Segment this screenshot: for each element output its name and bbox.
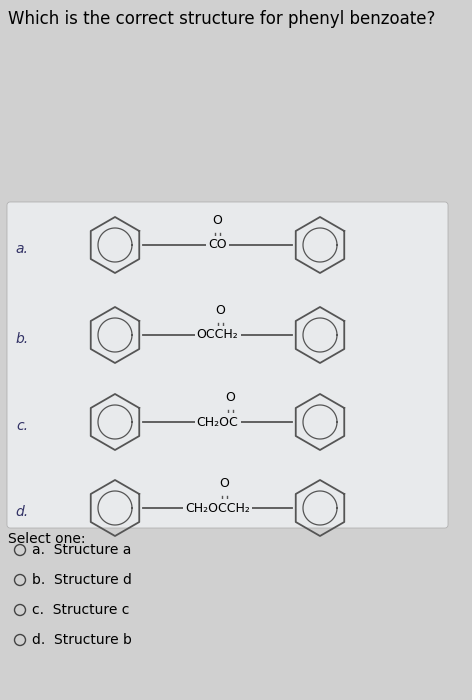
FancyBboxPatch shape [7,202,448,528]
Text: O: O [216,304,226,317]
Text: c.  Structure c: c. Structure c [32,603,129,617]
Text: CH₂OCCH₂: CH₂OCCH₂ [185,501,250,514]
Text: CO: CO [208,239,227,251]
Text: a.  Structure a: a. Structure a [32,543,131,557]
Text: c.: c. [16,419,28,433]
Text: d.  Structure b: d. Structure b [32,633,132,647]
Text: O: O [219,477,229,490]
Text: b.  Structure d: b. Structure d [32,573,132,587]
Text: d.: d. [16,505,29,519]
Text: O: O [212,214,222,227]
Text: Which is the correct structure for phenyl benzoate?: Which is the correct structure for pheny… [8,10,435,28]
Text: O: O [226,391,236,404]
Text: b.: b. [16,332,29,346]
Text: Select one:: Select one: [8,532,85,546]
Text: a.: a. [16,242,28,256]
Text: OCCH₂: OCCH₂ [197,328,238,342]
Text: CH₂OC: CH₂OC [197,416,238,428]
